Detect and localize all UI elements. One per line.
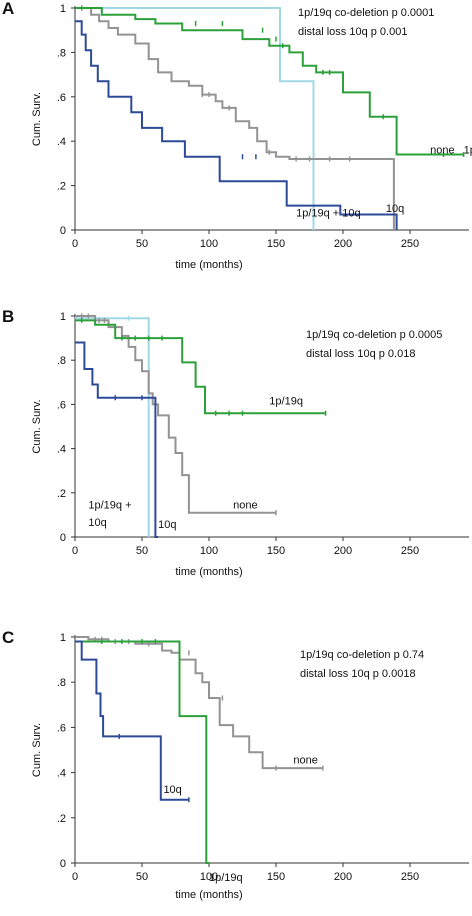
y-axis-label: Cum. Surv. — [31, 723, 43, 777]
x-axis-label: time (months) — [175, 889, 242, 901]
curve-label: 10q — [88, 517, 106, 529]
y-tick-label: 1 — [60, 3, 66, 15]
series-line-10q — [75, 341, 159, 538]
p-value-annotation: 1p/19q co-deletion p 0.0001 — [298, 7, 434, 19]
y-tick-label: .6 — [57, 92, 66, 104]
x-axis-label: time (months) — [175, 259, 242, 271]
p-value-annotation: distal loss 10q p 0.0018 — [300, 668, 416, 680]
y-tick-label: .8 — [57, 355, 66, 367]
y-tick-label: 1 — [60, 632, 66, 644]
panel-letter: B — [2, 307, 14, 326]
series-line-1p-19q — [75, 7, 464, 156]
x-tick-label: 200 — [334, 871, 352, 883]
y-tick-label: .8 — [57, 47, 66, 59]
y-tick-label: .4 — [57, 136, 66, 148]
panel-b: B 0 .2 .4 .6 .8 1 0 50 100 150 200 250 Cum. Surv. time… — [2, 307, 469, 578]
panel-c: C 0 .2 .4 .6 .8 1 0 50 100 150 200 250 Cum. Surv. time… — [2, 628, 469, 901]
series-line-1p-19q — [75, 319, 326, 415]
y-tick-label: .2 — [57, 181, 66, 193]
p-value-annotation: distal loss 10q p 0.001 — [298, 26, 407, 38]
y-tick-label: 1 — [60, 311, 66, 323]
x-tick-label: 50 — [136, 545, 148, 557]
curve-label: 1p/19q — [464, 144, 472, 156]
x-tick-label: 50 — [136, 871, 148, 883]
y-tick-label: .4 — [57, 444, 66, 456]
y-tick-label: .6 — [57, 722, 66, 734]
x-tick-label: 200 — [334, 545, 352, 557]
x-tick-label: 100 — [200, 545, 218, 557]
curve-label: 1p/19q — [269, 395, 303, 407]
x-tick-label: 0 — [72, 871, 78, 883]
x-tick-label: 150 — [267, 238, 285, 250]
x-tick-label: 200 — [334, 238, 352, 250]
series-line-10q — [75, 20, 398, 230]
y-axis-label: Cum. Surv. — [31, 399, 43, 453]
curve-label: none — [430, 144, 454, 156]
p-value-annotation: 1p/19q co-deletion p 0.74 — [300, 649, 424, 661]
x-tick-label: 100 — [200, 238, 218, 250]
x-tick-label: 250 — [401, 238, 419, 250]
y-tick-label: .4 — [57, 768, 66, 780]
x-tick-label: 100 — [200, 871, 218, 883]
x-axis-label: time (months) — [175, 566, 242, 578]
panel-a: A 0 .2 .4 .6 .8 1 0 50 100 150 200 250 Cum. Surv. time… — [2, 0, 472, 271]
panel-letter: A — [2, 0, 14, 18]
series-line-1p-19q-10q — [75, 7, 315, 230]
curve-label: 10q — [386, 203, 404, 215]
y-tick-label: 0 — [60, 532, 66, 544]
curve-label: 1p/19q — [209, 872, 243, 884]
curve-label: 10q — [163, 784, 181, 796]
x-tick-label: 250 — [401, 545, 419, 557]
curve-label: none — [293, 755, 317, 767]
x-tick-label: 150 — [267, 545, 285, 557]
series-line-none — [75, 7, 395, 230]
series-line-1p-19q — [75, 640, 209, 864]
p-value-annotation: 1p/19q co-deletion p 0.0005 — [306, 329, 442, 341]
curve-label: 10q — [158, 519, 176, 531]
y-tick-label: .8 — [57, 677, 66, 689]
y-tick-label: 0 — [60, 858, 66, 870]
x-tick-label: 150 — [267, 871, 285, 883]
curve-label: 1p/19q + 10q — [296, 208, 361, 220]
y-axis-label: Cum. Surv. — [31, 92, 43, 146]
x-tick-label: 50 — [136, 238, 148, 250]
curve-label: 1p/19q + — [88, 499, 131, 511]
p-value-annotation: distal loss 10q p 0.018 — [306, 348, 415, 360]
y-tick-label: .2 — [57, 488, 66, 500]
series-line-10q — [75, 640, 189, 801]
x-tick-label: 250 — [401, 871, 419, 883]
series-line-1p-19q-10q — [75, 317, 150, 537]
series-line-none — [75, 315, 276, 514]
x-tick-label: 0 — [72, 238, 78, 250]
x-tick-label: 0 — [72, 545, 78, 557]
series-line-none — [75, 636, 323, 770]
curve-label: none — [233, 499, 257, 511]
y-tick-label: .6 — [57, 399, 66, 411]
panel-letter: C — [2, 628, 14, 647]
y-tick-label: .2 — [57, 813, 66, 825]
y-tick-label: 0 — [60, 225, 66, 237]
